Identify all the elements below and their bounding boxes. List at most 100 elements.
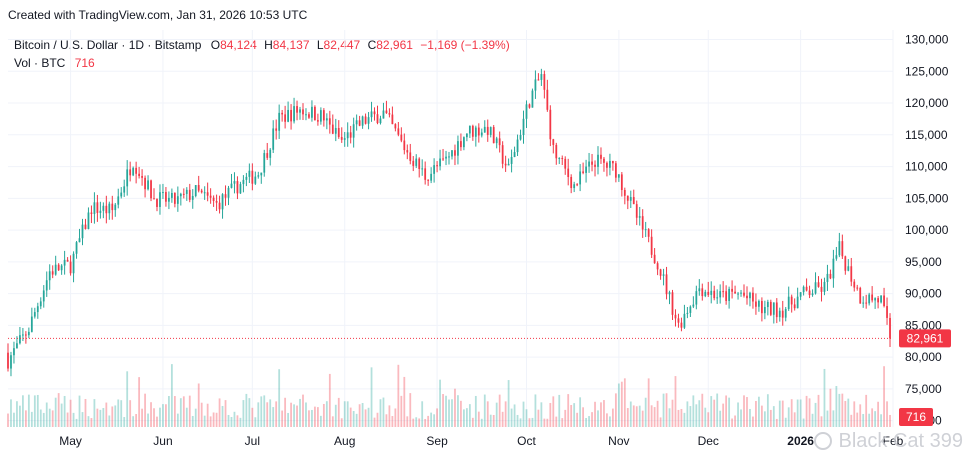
volume-bar <box>266 402 269 427</box>
volume-bar <box>263 395 266 427</box>
candle-body <box>543 74 546 90</box>
candle-body <box>558 157 561 159</box>
volume-bar <box>841 393 844 427</box>
volume-bar <box>457 395 459 427</box>
candle-body <box>865 302 868 304</box>
close-value: 82,961 <box>376 38 413 52</box>
candle-body <box>147 180 149 190</box>
candle-body <box>27 331 30 336</box>
candle-body <box>337 128 340 137</box>
candle-body <box>355 120 358 125</box>
volume-bar <box>495 402 498 427</box>
volume-bar <box>725 395 728 427</box>
x-tick-label: Sep <box>426 434 448 448</box>
volume-bar <box>418 418 421 427</box>
x-tick-label: Aug <box>334 434 355 448</box>
candle-body <box>886 306 888 318</box>
candle-body <box>752 292 754 302</box>
volume-bar <box>39 409 42 427</box>
candle-body <box>534 79 537 91</box>
candle-body <box>90 212 93 214</box>
candle-body <box>808 290 811 296</box>
candle-body <box>144 177 146 190</box>
volume-bar <box>75 418 78 427</box>
volume-bar <box>352 410 355 427</box>
candle-body <box>507 163 510 166</box>
volume-bar <box>695 404 698 427</box>
volume-bar <box>197 383 200 427</box>
volume-bar <box>838 393 841 427</box>
high-label: H <box>264 38 273 52</box>
candle-body <box>66 259 69 262</box>
volume-bar <box>27 394 30 427</box>
candle-body <box>883 295 885 307</box>
volume-bar <box>480 418 483 427</box>
volume-bar <box>504 401 507 427</box>
volume-bar <box>555 416 558 427</box>
volume-bar <box>185 407 188 427</box>
volume-bar <box>769 409 772 427</box>
y-tick-label: 95,000 <box>905 255 942 269</box>
volume-bar <box>415 417 418 427</box>
volume-bar <box>311 409 313 427</box>
volume-bar <box>612 408 614 427</box>
candle-body <box>421 168 424 170</box>
volume-bar <box>325 401 328 427</box>
volume-bar <box>731 418 733 427</box>
candle-body <box>185 189 188 194</box>
volume-bar <box>799 399 802 427</box>
candle-body <box>796 296 799 309</box>
candle-body <box>689 306 692 313</box>
candle-body <box>519 135 522 140</box>
candle-body <box>728 288 731 301</box>
volume-bar <box>230 416 233 427</box>
candle-body <box>460 141 462 148</box>
candle-body <box>671 292 674 315</box>
candle-body <box>215 200 218 203</box>
volume-bar <box>790 399 793 427</box>
volume-bar <box>194 408 197 427</box>
candle-body <box>305 114 307 116</box>
volume-bar <box>242 400 245 427</box>
candle-body <box>248 170 251 177</box>
volume-bar <box>126 371 129 427</box>
volume-bar <box>793 412 796 427</box>
candle-body <box>758 300 760 307</box>
volume-bar <box>454 388 456 427</box>
candle-body <box>561 157 564 159</box>
candle-body <box>126 169 129 187</box>
volume-bar <box>460 400 462 427</box>
candle-body <box>391 114 394 125</box>
volume-bar <box>659 417 662 427</box>
volume-bar <box>132 416 135 427</box>
volume-bar <box>606 413 608 427</box>
candle-body <box>42 290 45 302</box>
volume-bar <box>549 402 552 427</box>
watermark-text: Black Cat 399 <box>838 430 963 452</box>
candle-body <box>740 292 742 294</box>
candle-body <box>117 196 120 205</box>
y-tick-label: 90,000 <box>905 287 942 301</box>
candle-body <box>498 138 501 146</box>
volume-bar <box>251 407 254 427</box>
candle-body <box>418 158 421 169</box>
volume-bar <box>334 404 337 427</box>
candle-body <box>99 210 102 213</box>
volume-bar <box>713 399 716 427</box>
volume-bar <box>66 412 69 427</box>
volume-bar <box>683 412 686 427</box>
volume-bar <box>758 396 760 427</box>
candle-body <box>197 185 200 191</box>
volume-bar <box>474 395 477 427</box>
candle-body <box>22 334 24 336</box>
volume-bar <box>439 379 441 427</box>
candle-body <box>677 318 680 323</box>
candle-body <box>525 104 528 119</box>
volume-bar <box>534 394 537 427</box>
candle-body <box>48 271 51 281</box>
volume-bar <box>844 400 847 427</box>
y-tick-label: 125,000 <box>905 64 949 78</box>
candle-body <box>102 205 105 211</box>
volume-bar <box>337 397 340 427</box>
